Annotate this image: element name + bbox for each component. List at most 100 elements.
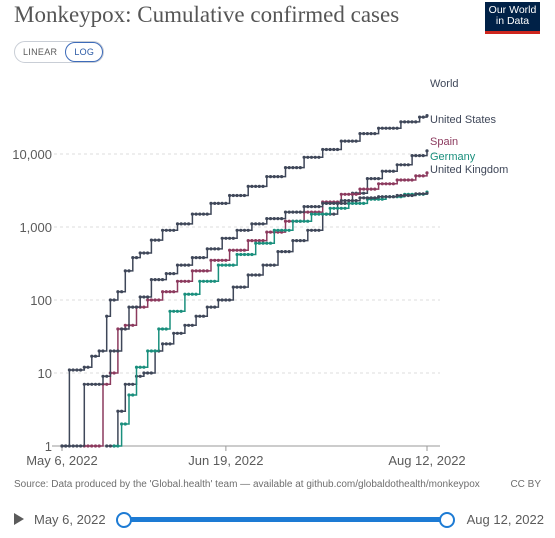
data-point-germany: [254, 241, 258, 245]
data-point-germany: [149, 349, 153, 353]
data-point-world: [302, 155, 306, 159]
timeline-start-label: May 6, 2022: [34, 512, 106, 527]
data-point-world: [399, 120, 403, 124]
data-point-united-states: [190, 323, 194, 327]
data-point-spain: [194, 269, 198, 273]
data-point-united-kingdom: [112, 349, 116, 353]
data-point-united-states: [198, 314, 202, 318]
data-point-united-states: [395, 163, 399, 167]
data-point-world: [350, 139, 354, 143]
data-point-world: [298, 166, 302, 170]
data-point-united-kingdom: [146, 295, 150, 299]
data-point-world: [123, 269, 127, 273]
data-point-germany: [343, 206, 347, 210]
timeline-start-handle[interactable]: [116, 512, 132, 528]
data-point-united-kingdom: [213, 247, 217, 251]
data-point-united-kingdom: [261, 222, 265, 226]
data-point-united-states: [332, 212, 336, 216]
data-point-world: [138, 251, 142, 255]
data-point-united-kingdom: [283, 210, 288, 214]
data-point-united-kingdom: [242, 228, 247, 232]
data-point-united-kingdom: [131, 305, 135, 309]
data-point-united-states: [239, 285, 243, 289]
data-point-world: [220, 201, 224, 205]
owid-logo[interactable]: Our World in Data: [485, 2, 540, 34]
data-point-united-kingdom: [205, 247, 209, 251]
data-point-united-states: [179, 331, 183, 335]
data-point-spain: [161, 290, 165, 294]
data-point-united-kingdom: [321, 201, 325, 205]
data-point-germany: [246, 252, 250, 257]
log-scale-button[interactable]: LOG: [65, 42, 104, 62]
data-point-united-kingdom: [369, 196, 373, 200]
data-point-spain: [146, 298, 150, 302]
data-point-germany: [120, 422, 124, 426]
data-point-spain: [86, 444, 90, 448]
data-point-united-kingdom: [272, 217, 276, 221]
data-point-world: [339, 139, 343, 143]
data-point-united-kingdom: [209, 247, 213, 251]
data-point-united-kingdom: [90, 382, 94, 386]
data-point-germany: [380, 197, 384, 201]
data-point-united-kingdom: [395, 193, 399, 198]
data-point-united-kingdom: [97, 382, 101, 386]
data-point-united-kingdom: [164, 272, 168, 276]
data-point-united-kingdom: [406, 193, 410, 198]
data-point-united-states: [187, 323, 191, 327]
data-point-united-kingdom: [220, 236, 224, 240]
data-point-united-states: [216, 298, 220, 302]
play-icon[interactable]: [14, 513, 24, 525]
data-point-world: [421, 115, 425, 119]
data-point-united-states: [209, 305, 213, 309]
data-point-world: [272, 175, 276, 179]
data-point-world: [313, 155, 317, 159]
series-label-germany: Germany: [430, 151, 476, 163]
data-point-world: [149, 238, 153, 242]
data-point-united-kingdom: [391, 195, 395, 199]
data-point-world: [406, 120, 410, 124]
data-point-spain: [421, 174, 425, 178]
data-point-spain: [384, 182, 388, 186]
timeline-end-handle[interactable]: [439, 512, 455, 528]
data-point-germany: [336, 206, 340, 210]
data-point-united-kingdom: [160, 278, 165, 282]
data-point-united-kingdom: [295, 210, 299, 214]
data-point-united-kingdom: [268, 217, 273, 221]
data-point-germany: [216, 263, 220, 267]
linear-scale-button[interactable]: LINEAR: [15, 42, 65, 62]
timeline-track[interactable]: [122, 517, 445, 522]
data-point-united-kingdom: [190, 256, 194, 260]
data-point-spain: [369, 187, 373, 191]
license-link[interactable]: CC BY: [510, 479, 541, 490]
data-point-united-kingdom: [239, 228, 243, 232]
data-point-germany: [298, 219, 302, 223]
data-point-world: [187, 222, 191, 226]
data-point-germany: [302, 219, 306, 223]
data-point-united-states: [388, 169, 392, 173]
data-point-world: [216, 201, 220, 205]
x-tick-label: Jun 19, 2022: [188, 453, 263, 468]
data-point-united-kingdom: [157, 278, 161, 282]
data-point-germany: [164, 327, 168, 331]
data-point-spain: [339, 192, 343, 196]
data-point-spain: [265, 230, 269, 234]
data-point-united-kingdom: [172, 272, 176, 276]
data-point-world: [175, 222, 180, 226]
data-point-world: [391, 126, 395, 130]
data-point-germany: [112, 444, 116, 448]
data-point-united-kingdom: [216, 247, 220, 251]
data-point-germany: [287, 228, 291, 232]
data-point-united-states: [127, 382, 131, 386]
data-point-world: [105, 314, 109, 318]
data-point-spain: [220, 258, 224, 262]
data-point-united-states: [205, 305, 209, 309]
data-point-germany: [227, 263, 232, 267]
data-point-united-kingdom: [313, 205, 317, 209]
data-point-spain: [373, 187, 377, 191]
data-point-spain: [201, 269, 206, 273]
data-point-united-kingdom: [417, 192, 422, 196]
data-point-united-kingdom: [75, 444, 79, 448]
series-label-united-kingdom: United Kingdom: [430, 164, 508, 176]
data-point-germany: [175, 309, 179, 313]
data-point-united-kingdom: [350, 199, 354, 203]
